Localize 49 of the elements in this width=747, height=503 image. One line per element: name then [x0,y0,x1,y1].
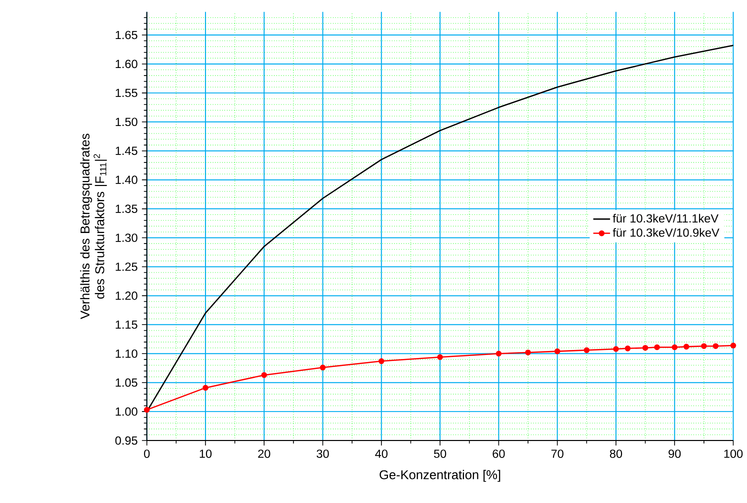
point [144,407,150,413]
x-tick-label: 80 [610,450,622,458]
point [624,346,631,352]
point [701,343,707,350]
point [712,343,719,350]
y-tick-label: 1.15 [116,320,138,329]
point [730,342,736,349]
x-tick-label: 40 [375,450,388,458]
x-tick-label: 90 [668,450,681,458]
x-tick-label: 50 [434,450,446,458]
y-tick-label: 1.40 [116,176,138,184]
x-tick-label: 100 [724,450,743,458]
legend-label: für 10.3keV/10.9keV [612,228,720,237]
y-tick-label: 1.50 [116,118,138,126]
y-tick-label: 1.05 [116,378,138,387]
y-tick-label: 1.65 [116,31,138,40]
x-tick-label: 70 [551,450,564,458]
point [261,372,268,378]
x-tick-label: 30 [316,450,329,458]
point [496,350,502,357]
x-tick-label: 20 [258,450,270,458]
y-tick-label: 1.20 [116,292,138,300]
point [584,347,590,354]
point [320,364,326,371]
point [378,358,384,364]
y-tick-label: 1.00 [116,408,138,416]
point [202,385,208,391]
point [683,344,690,350]
x-axis-title: Ge-Konzentration [%] [380,470,500,482]
y-axis-title: Verhälthis des Betragsquadrates des Strukturfaktors |F$_{111}$|$^{2}$ [80,134,107,320]
point [654,344,660,350]
y-tick-label: 1.45 [116,146,138,156]
point [525,350,531,356]
point [613,346,619,352]
point [437,354,443,360]
y-tick-label: 1.35 [116,204,138,214]
x-tick-label: 60 [492,450,505,458]
y-tick-label: 1.25 [116,262,138,272]
point [554,348,560,354]
point [642,345,648,351]
x-tick-label: 10 [200,450,212,458]
y-tick-label: 1.30 [116,234,138,242]
y-tick-label: 0.95 [115,436,138,445]
legend-label: für 10.3keV/11.1keV [612,214,718,223]
y-tick-label: 1.10 [116,350,138,358]
y-tick-label: 1.60 [116,60,138,68]
y-tick-label: 1.55 [116,89,138,98]
x-tick-label: 0 [144,450,150,458]
point [672,344,678,350]
